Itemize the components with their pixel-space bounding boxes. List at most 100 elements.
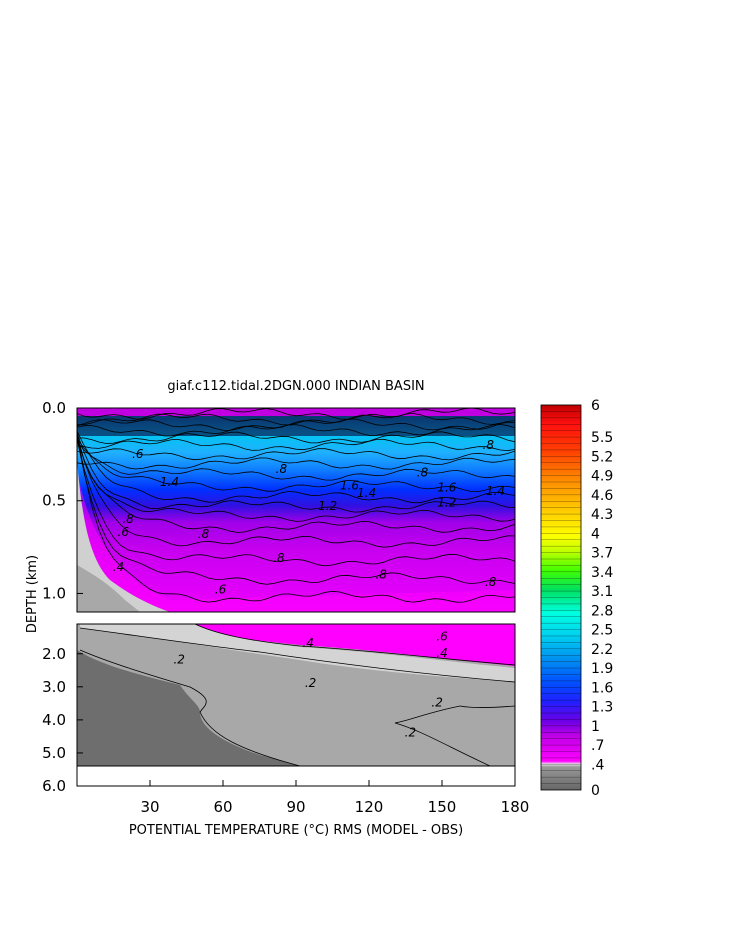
contour-label: .8 xyxy=(483,438,495,452)
upper-gray-region xyxy=(77,460,170,612)
x-axis: 30 60 90 120 150 180 xyxy=(140,780,529,816)
contour-line xyxy=(77,434,515,548)
colorbar-level-lines xyxy=(541,404,581,784)
contour-line xyxy=(77,438,515,522)
lower-panel-frame xyxy=(76,623,516,767)
contour-label: .6 xyxy=(132,447,144,461)
x-tick-label: 180 xyxy=(501,798,530,816)
chart-title: giaf.c112.tidal.2DGN.000 INDIAN BASIN xyxy=(167,379,424,394)
contour-line xyxy=(77,438,515,585)
colorbar-label: 4.6 xyxy=(591,488,613,504)
colorbar-label: 2.2 xyxy=(591,642,613,658)
x-tick-label: 30 xyxy=(140,798,159,816)
contour-line xyxy=(77,423,515,437)
colorbar-label: 5.2 xyxy=(591,449,613,465)
colorbar-label: 4.9 xyxy=(591,469,613,485)
contour-line xyxy=(77,437,515,493)
y-tick-label: 5.0 xyxy=(42,744,66,762)
colorbar-label: 3.4 xyxy=(591,565,613,581)
contour-line xyxy=(77,438,515,567)
contour-line xyxy=(77,438,515,452)
contour-label: .8 xyxy=(417,466,429,480)
contour-label: 1.2 xyxy=(318,499,337,513)
contour-label: .6 xyxy=(436,630,448,644)
contour-label: .6 xyxy=(118,525,130,539)
contour-line xyxy=(77,432,515,513)
colorbar-label: 6 xyxy=(591,398,600,414)
contour-label: .8 xyxy=(198,527,210,541)
upper-panel-frame xyxy=(76,407,516,613)
contour-label: 1.2 xyxy=(437,495,456,509)
y-tick-label: 6.0 xyxy=(42,777,66,795)
colorbar-label: 1.9 xyxy=(591,661,613,677)
upper-contours xyxy=(77,408,515,603)
x-tick-label: 60 xyxy=(213,798,232,816)
contour-label: .8 xyxy=(122,512,134,526)
y-tick-label: 2.0 xyxy=(42,645,66,663)
contour-label: .4 xyxy=(436,646,447,660)
contour-label: 1.4 xyxy=(160,475,179,489)
upper-darkgray-region xyxy=(77,565,140,612)
surface-band xyxy=(77,408,515,416)
contour-line xyxy=(394,705,515,766)
lower-darkgray-region xyxy=(77,650,300,766)
colorbar-label: 1 xyxy=(591,719,600,735)
y-tick-label: 0.0 xyxy=(42,399,66,417)
lower-lightgray-region xyxy=(80,624,515,682)
x-tick-label: 90 xyxy=(286,798,305,816)
contour-label: .6 xyxy=(215,582,227,596)
contour-line xyxy=(77,430,515,504)
x-tick-label: 150 xyxy=(428,798,457,816)
contour-line xyxy=(77,431,515,444)
colorbar-label: 2.5 xyxy=(591,623,613,639)
colorbar-label: .4 xyxy=(591,757,604,773)
colorbar-label: 3.1 xyxy=(591,584,613,600)
contour-label: 1.6 xyxy=(340,479,359,493)
y-tick-label: 1.0 xyxy=(42,584,66,602)
lower-panel xyxy=(77,624,515,766)
contour-label: .8 xyxy=(273,551,285,565)
colorbar-label: 1.6 xyxy=(591,680,613,696)
contour-line xyxy=(77,448,515,461)
y-axis: 0.0 0.5 1.0 2.0 3.0 4.0 5.0 6.0 xyxy=(42,399,83,795)
contour-label: .2 xyxy=(431,696,442,710)
contour-label: .8 xyxy=(276,462,288,476)
y-tick-label: 3.0 xyxy=(42,678,66,696)
lower-magenta-region xyxy=(195,624,515,666)
contour-line xyxy=(77,408,515,420)
contour-line xyxy=(79,649,301,766)
contour-label: 1.4 xyxy=(357,486,376,500)
y-tick-label: 0.5 xyxy=(42,492,66,510)
x-tick-label: 120 xyxy=(355,798,384,816)
contour-line xyxy=(77,457,515,470)
y-tick-label: 4.0 xyxy=(42,711,66,729)
contour-line xyxy=(77,431,515,603)
contour-label: .4 xyxy=(113,560,124,574)
contour-line xyxy=(194,624,515,666)
upper-panel xyxy=(77,408,515,612)
contour-line xyxy=(77,412,515,426)
contour-label: 1.6 xyxy=(437,480,456,494)
contour-line xyxy=(77,440,515,481)
colorbar-label: 0 xyxy=(591,783,600,799)
contour-label: .8 xyxy=(485,575,497,589)
y-axis-label: DEPTH (km) xyxy=(25,555,40,633)
contour-label: 1.4 xyxy=(486,484,505,498)
contour-label: .2 xyxy=(173,653,184,667)
colorbar-label: 4.3 xyxy=(591,507,613,523)
contour-label: .2 xyxy=(305,676,316,690)
colorbar: 6 5.5 5.2 4.9 4.6 4.3 4 3.7 3.4 3.1 2.8 2.5 2.2 1.9 1.… xyxy=(540,398,613,799)
colorbar-label: 1.3 xyxy=(591,700,613,716)
contour-label: .2 xyxy=(405,725,416,739)
contour-line xyxy=(79,627,515,683)
contour-line xyxy=(77,436,515,533)
contour-label: .8 xyxy=(375,568,387,582)
colorbar-label: 3.7 xyxy=(591,546,613,562)
colorbar-label: 5.5 xyxy=(591,430,613,446)
contour-label: .4 xyxy=(302,636,313,650)
colorbar-label: 2.8 xyxy=(591,603,613,619)
contour-labels: .61.4.81.61.4.81.6 1.4.81.2 1.2.6.8.8.8.8.… xyxy=(113,438,505,740)
colorbar-label: .7 xyxy=(591,738,604,754)
x-axis-label: POTENTIAL TEMPERATURE (°C) RMS (MODEL - … xyxy=(129,823,463,838)
lower-contours xyxy=(79,624,515,766)
